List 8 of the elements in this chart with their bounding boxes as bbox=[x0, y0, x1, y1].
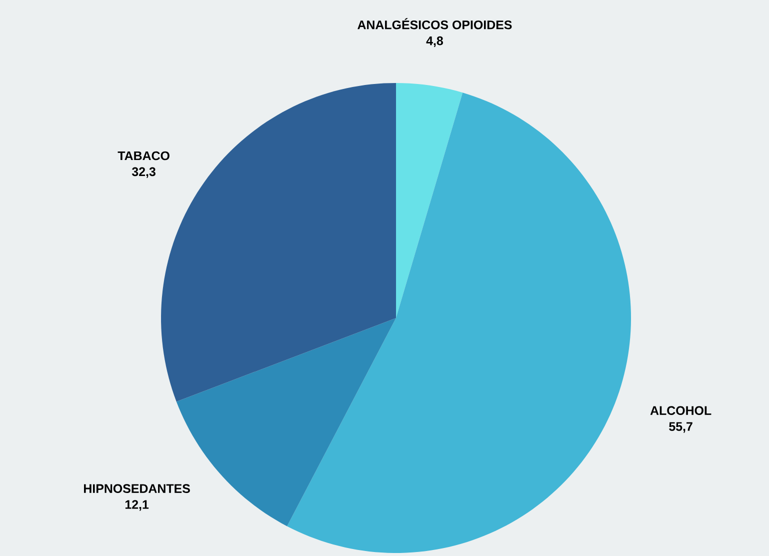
data-label: 4,8 bbox=[426, 36, 444, 47]
data-label: 32,3 bbox=[132, 167, 156, 178]
slice-label: HIPNOSEDANTES bbox=[84, 484, 190, 493]
data-label: 55,7 bbox=[669, 422, 692, 433]
data-label: 12,1 bbox=[125, 500, 149, 511]
slice-label: TABACO bbox=[118, 151, 170, 160]
slice-label: ANALGÉSICOS OPIOIDES bbox=[358, 18, 512, 30]
slice-label: ALCOHOL bbox=[650, 406, 712, 415]
